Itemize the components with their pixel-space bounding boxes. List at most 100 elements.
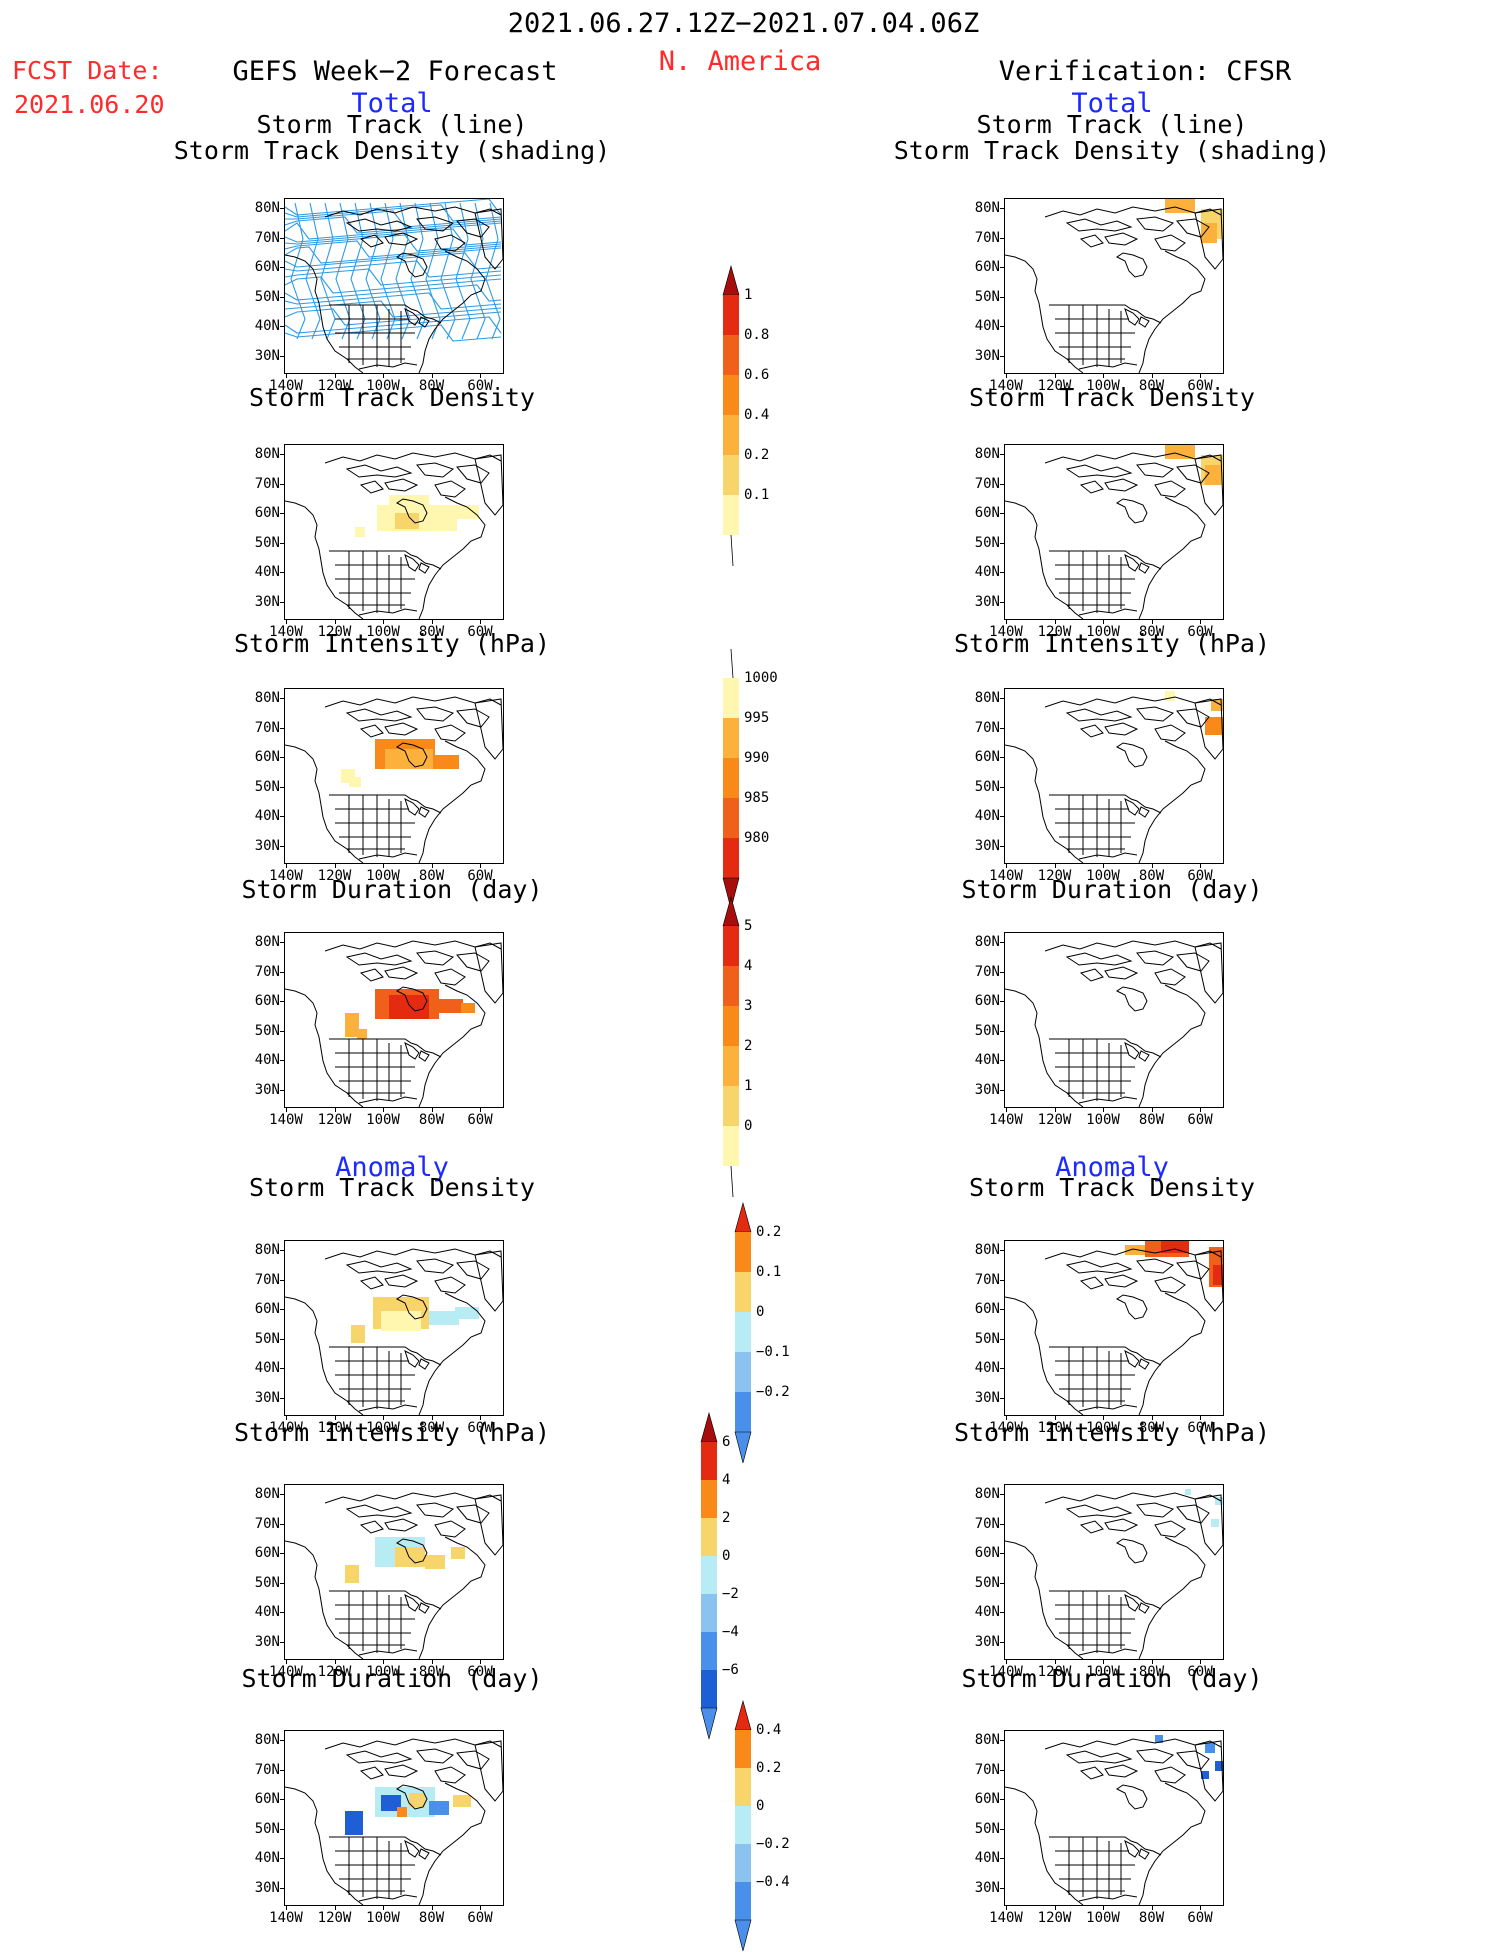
lat-tick-label: 60N [254, 1545, 280, 1561]
left-density-anomaly-title: Storm Track Density [249, 1173, 535, 1202]
lon-tick-label: 100W [366, 1664, 400, 1680]
lon-tick-label: 60W [467, 1664, 493, 1680]
duration-total-colorbar-label: 1 [744, 1078, 753, 1094]
lat-tick-label: 40N [974, 318, 1000, 334]
lon-tick-label: 140W [269, 1420, 303, 1436]
intensity-total-colorbar-label: 990 [744, 750, 770, 766]
lat-tick [1000, 1641, 1004, 1643]
lat-tick-label: 80N [974, 1242, 1000, 1258]
lat-tick-label: 50N [254, 1022, 280, 1039]
left-density-anomaly-map [284, 1240, 504, 1416]
lat-tick [280, 267, 284, 268]
lon-tick-label: 140W [989, 1112, 1023, 1128]
lon-tick [334, 620, 336, 624]
lat-tick [280, 1494, 284, 1495]
right-duration-title: Storm Duration (day) [961, 875, 1263, 904]
left-track-title: Storm Track (line) [256, 110, 528, 139]
lat-tick [280, 326, 284, 327]
lat-tick [1000, 942, 1004, 943]
lon-tick-label: 100W [1086, 1910, 1120, 1926]
lon-tick [1151, 374, 1153, 378]
duration-anomaly-colorbar-label: −0.4 [756, 1874, 790, 1890]
lon-tick-label: 120W [317, 1664, 352, 1680]
lon-tick [1151, 1906, 1153, 1910]
lon-tick [1054, 1108, 1056, 1112]
lon-tick [1054, 1906, 1056, 1910]
duration-anomaly-colorbar-label: −0.2 [756, 1836, 790, 1852]
lon-tick-label: 60W [467, 1112, 493, 1128]
lat-tick-label: 30N [974, 347, 1000, 364]
lat-tick [1000, 816, 1004, 817]
lat-tick [280, 1641, 284, 1643]
lon-tick [1054, 864, 1056, 868]
lat-tick-label: 50N [254, 288, 280, 305]
lat-tick-label: 50N [974, 1330, 1000, 1347]
lon-tick [1006, 1416, 1007, 1420]
lat-tick [1000, 727, 1004, 729]
lat-tick-label: 40N [974, 1604, 1000, 1620]
lat-tick-label: 60N [254, 505, 280, 521]
lon-tick [286, 1660, 287, 1664]
lon-tick-label: 100W [1086, 378, 1120, 394]
lat-tick-label: 40N [254, 1604, 280, 1620]
lon-tick [334, 1108, 336, 1112]
lat-tick-label: 30N [974, 1389, 1000, 1406]
duration-anomaly-colorbar-label: 0.4 [756, 1722, 782, 1738]
lat-tick [280, 816, 284, 817]
lon-tick-label: 80W [1138, 1112, 1165, 1128]
right-density-anomaly-title: Storm Track Density [969, 1173, 1255, 1202]
right-anomaly-label: Anomaly [1055, 1152, 1169, 1183]
lon-tick [1151, 864, 1153, 868]
lon-tick [431, 1108, 433, 1112]
lat-tick [1000, 1828, 1004, 1830]
left-duration-title: Storm Duration (day) [241, 875, 543, 904]
lat-tick [1000, 1769, 1004, 1771]
lon-tick-label: 100W [1086, 1112, 1120, 1128]
lon-tick [383, 1416, 384, 1420]
lat-tick [1000, 1553, 1004, 1554]
lon-tick [1054, 1660, 1056, 1664]
lon-tick-label: 120W [1037, 1420, 1072, 1436]
lat-tick-label: 60N [254, 1791, 280, 1807]
lat-tick-label: 60N [254, 749, 280, 765]
lat-tick [1000, 1279, 1004, 1281]
lat-tick-label: 80N [974, 200, 1000, 216]
lon-tick-label: 100W [1086, 1420, 1120, 1436]
lon-tick-label: 120W [1037, 378, 1072, 394]
duration-total-colorbar-label: 5 [744, 918, 753, 934]
lon-tick [1054, 1416, 1056, 1420]
lat-tick [280, 1582, 284, 1584]
lon-tick [1103, 1906, 1104, 1910]
lat-tick-label: 30N [254, 1389, 280, 1406]
lat-tick-label: 30N [974, 1879, 1000, 1896]
right-duration-anomaly-title: Storm Duration (day) [961, 1664, 1263, 1693]
lon-tick-label: 80W [1138, 378, 1165, 394]
lon-tick [1006, 374, 1007, 378]
left-intensity-map [284, 688, 504, 864]
lon-tick-label: 80W [1138, 1664, 1165, 1680]
lat-tick [1000, 1397, 1004, 1399]
lat-tick-label: 50N [254, 1574, 280, 1591]
lat-tick-label: 70N [254, 963, 280, 980]
lat-tick-label: 50N [974, 1574, 1000, 1591]
lat-tick [1000, 454, 1004, 455]
lon-tick-label: 60W [467, 1420, 493, 1436]
lat-tick [1000, 267, 1004, 268]
lat-tick [280, 1769, 284, 1771]
lon-tick [383, 864, 384, 868]
lat-tick [1000, 1368, 1004, 1369]
lat-tick-label: 70N [254, 719, 280, 736]
lon-tick-label: 100W [366, 868, 400, 884]
right-track-title: Storm Track (line) [976, 110, 1248, 139]
lat-tick-label: 80N [254, 200, 280, 216]
left-intensity-anomaly-map [284, 1484, 504, 1660]
lat-tick [1000, 237, 1004, 239]
lon-tick [1151, 1108, 1153, 1112]
lon-tick [1103, 1108, 1104, 1112]
right-track-map [1004, 198, 1224, 374]
right-duration-anomaly-map [1004, 1730, 1224, 1906]
lat-tick-label: 40N [974, 1360, 1000, 1376]
lon-tick-label: 60W [1187, 1910, 1213, 1926]
lat-tick [280, 1030, 284, 1032]
lat-tick-label: 80N [254, 446, 280, 462]
